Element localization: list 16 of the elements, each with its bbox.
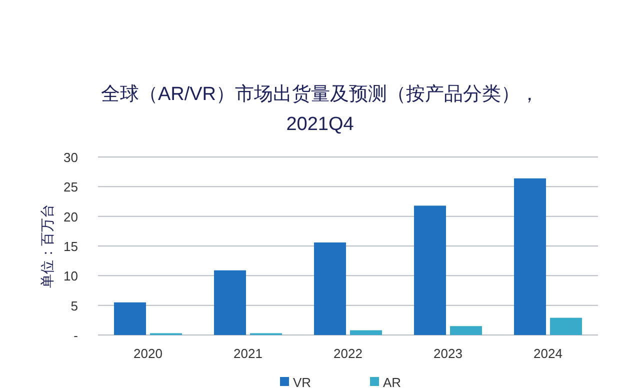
- chart-title: 全球（AR/VR）市场出货量及预测（按产品分类）， 2021Q4: [100, 83, 540, 135]
- y-tick-label: 5: [70, 298, 78, 314]
- y-tick-label: 30: [64, 150, 78, 165]
- x-tick-label: 2023: [434, 346, 462, 361]
- x-tick-label: 2021: [234, 346, 262, 361]
- legend-label: VR: [293, 375, 312, 390]
- y-tick-label: -: [74, 328, 78, 343]
- x-tick-label: 2022: [334, 346, 362, 361]
- y-axis-title: 单位：百万台: [39, 204, 55, 288]
- x-tick-label: 2024: [534, 346, 562, 361]
- y-tick-label: 10: [64, 268, 78, 284]
- y-tick-label: 25: [64, 180, 78, 195]
- legend-label: AR: [383, 375, 402, 390]
- y-tick-label: 15: [64, 239, 78, 254]
- y-tick-label: 20: [64, 209, 78, 224]
- x-tick-label: 2020: [134, 346, 162, 361]
